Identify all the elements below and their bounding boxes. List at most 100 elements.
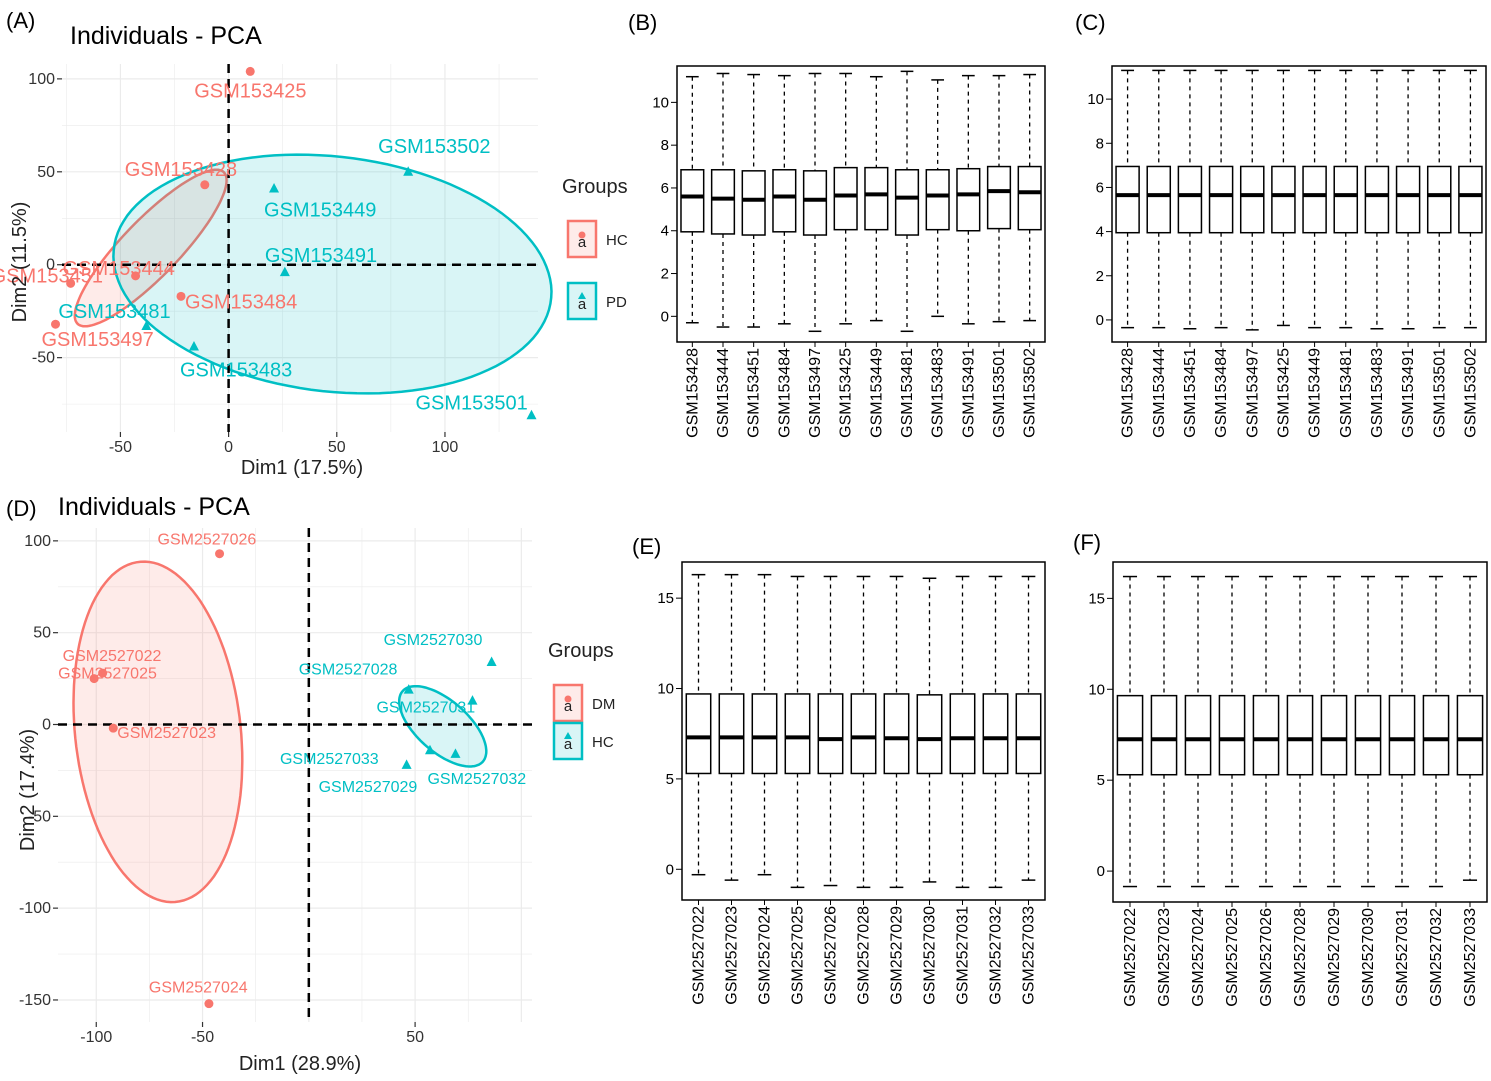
confidence-ellipse-hc: [397, 684, 488, 768]
iqr-box: [1458, 165, 1483, 234]
legend: Groups a HC a PD: [562, 176, 628, 321]
data-point-hc: [450, 748, 461, 758]
category-label: GSM153483: [930, 348, 947, 438]
x-axis-title: Dim1 (28.9%): [239, 1053, 361, 1075]
category-label: GSM2527032: [1428, 908, 1445, 1007]
pca-title: Individuals - PCA: [70, 22, 262, 50]
data-point-pd: [279, 266, 290, 277]
box-gsm153497: [802, 72, 828, 333]
point-label: GSM2527023: [117, 725, 216, 742]
box-gsm2527031: [1388, 575, 1416, 888]
data-point-dm: [89, 674, 99, 684]
point-label: GSM2527032: [427, 771, 526, 788]
x-tick-label: -100: [80, 1029, 112, 1046]
y-tick-label: 50: [37, 164, 55, 181]
iqr-box: [949, 693, 976, 775]
category-label: GSM153502: [1462, 348, 1479, 438]
y-tick-label: 10: [1088, 681, 1105, 698]
confidence-ellipse-hc: [73, 168, 228, 328]
legend-key-glyph: a: [564, 736, 573, 753]
data-point-hc: [51, 319, 61, 329]
iqr-box: [1320, 694, 1348, 776]
data-point-pd: [403, 166, 414, 176]
iqr-box: [1271, 165, 1296, 234]
iqr-box: [1354, 694, 1382, 776]
y-axis-title: Dim2 (17.4%): [17, 729, 39, 851]
y-tick-label: -150: [19, 992, 51, 1009]
data-point-hc: [403, 684, 414, 694]
iqr-box: [1388, 694, 1416, 776]
x-axis-title: Dim1 (17.5%): [241, 457, 363, 479]
y-tick-label: 0: [666, 861, 674, 878]
iqr-box: [802, 170, 828, 236]
legend-title: Groups: [562, 176, 628, 198]
data-point-hc: [401, 759, 412, 769]
iqr-box: [1150, 694, 1178, 776]
data-point-hc: [424, 744, 435, 755]
category-label: GSM153451: [746, 348, 763, 438]
box-gsm2527030: [916, 577, 943, 883]
data-point-hc: [486, 656, 497, 667]
category-label: GSM153449: [868, 348, 885, 438]
box-gsm153444: [1146, 69, 1172, 329]
y-tick-label: 5: [1097, 772, 1105, 789]
legend-key-point: [578, 231, 586, 239]
data-point-hc: [176, 291, 186, 301]
y-tick-label: 10: [657, 681, 674, 698]
data-point-dm: [215, 549, 225, 559]
y-tick-label: -50: [32, 350, 55, 367]
panel-label-c: (C): [1075, 10, 1106, 35]
legend-key-glyph: a: [578, 296, 587, 313]
iqr-box: [864, 166, 889, 231]
category-label: GSM2527024: [1190, 908, 1207, 1007]
y-tick-label: 8: [661, 137, 669, 154]
box-gsm2527022: [685, 573, 712, 876]
box-gsm153501: [986, 74, 1012, 323]
legend-label: HC: [592, 734, 614, 751]
box-gsm153502: [1458, 69, 1483, 329]
category-label: GSM2527028: [856, 906, 873, 1005]
iqr-box: [833, 166, 858, 231]
y-tick-label: 4: [661, 223, 669, 240]
iqr-box: [850, 693, 877, 775]
point-label: GSM2527030: [384, 632, 483, 649]
category-label: GSM153483: [1369, 348, 1386, 438]
y-tick-label: 10: [652, 94, 669, 111]
iqr-box: [1286, 694, 1314, 776]
x-tick-label: 0: [224, 439, 233, 456]
category-label: GSM2527023: [724, 906, 741, 1005]
iqr-box: [772, 169, 797, 233]
box-gsm2527022: [1116, 575, 1144, 888]
category-label: GSM153449: [1307, 348, 1324, 438]
box-gsm2527023: [718, 573, 745, 881]
pca-title: Individuals - PCA: [58, 493, 250, 521]
box-gsm153483: [925, 79, 950, 318]
point-label: GSM153428: [125, 159, 237, 181]
iqr-box: [718, 693, 745, 775]
box-gsm2527032: [982, 575, 1009, 889]
iqr-box: [1426, 165, 1452, 234]
point-label: GSM153481: [58, 301, 170, 323]
category-label: GSM2527033: [1462, 908, 1479, 1007]
category-label: GSM2527033: [1021, 906, 1038, 1005]
y-tick-label: 15: [657, 590, 674, 607]
iqr-box: [1333, 165, 1359, 234]
iqr-box: [1218, 694, 1246, 776]
iqr-box: [1456, 694, 1484, 776]
category-label: GSM153502: [1022, 348, 1039, 438]
y-tick-label: -100: [19, 900, 51, 917]
panel-label-d: (D): [6, 496, 37, 521]
y-tick-label: 6: [1096, 179, 1104, 196]
box-gsm153491: [956, 74, 981, 325]
box-gsm153444: [710, 72, 736, 328]
category-label: GSM2527031: [1394, 908, 1411, 1007]
y-tick-label: -50: [28, 808, 51, 825]
point-label: GSM2527025: [58, 666, 157, 683]
category-label: GSM153497: [807, 348, 824, 438]
iqr-box: [925, 169, 950, 231]
category-label: GSM153481: [899, 348, 916, 438]
box-gsm2527030: [1354, 575, 1382, 888]
box-gsm153484: [772, 74, 797, 325]
box-gsm153425: [833, 72, 858, 325]
iqr-box: [1015, 693, 1042, 775]
